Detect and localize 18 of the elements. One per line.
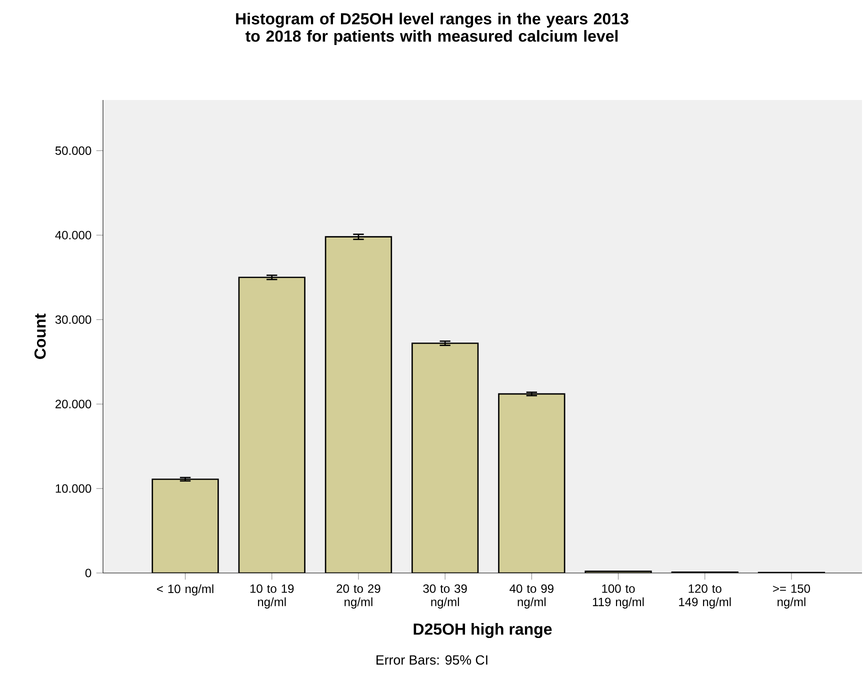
y-tick-label: 40.000 bbox=[55, 230, 92, 240]
x-tick-label: 100 to 119 ng/ml bbox=[592, 584, 644, 609]
x-tick-label: 40 to 99 ng/ml bbox=[510, 584, 554, 609]
y-tick-label: 10.000 bbox=[56, 484, 92, 493]
y-tick-label: 50.000 bbox=[55, 146, 92, 155]
x-tick-label: 120 to 149 ng/ml bbox=[679, 584, 731, 609]
chart-title: Histogram of D25OH level ranges in the years 2013 to 2018 for patients with measured calcium level bbox=[236, 12, 628, 45]
x-tick-label: < 10 ng/ml bbox=[157, 584, 214, 596]
x-tick-label: >= 150 ng/ml bbox=[773, 584, 810, 609]
x-tick-label: 30 to 39 ng/ml bbox=[423, 584, 467, 609]
y-tick-label: 0 bbox=[85, 568, 92, 578]
x-axis-title: D25OH high range bbox=[414, 623, 552, 638]
y-axis-title: Count bbox=[34, 314, 46, 359]
y-tick-label: 20.000 bbox=[56, 400, 92, 408]
x-tick-label: 10 to 19 ng/ml bbox=[250, 584, 294, 609]
text: Error Bars: 95% CI bbox=[376, 655, 488, 665]
x-tick-label: 20 to 29 ng/ml bbox=[336, 584, 380, 609]
y-tick-label: 30.000 bbox=[55, 315, 92, 324]
